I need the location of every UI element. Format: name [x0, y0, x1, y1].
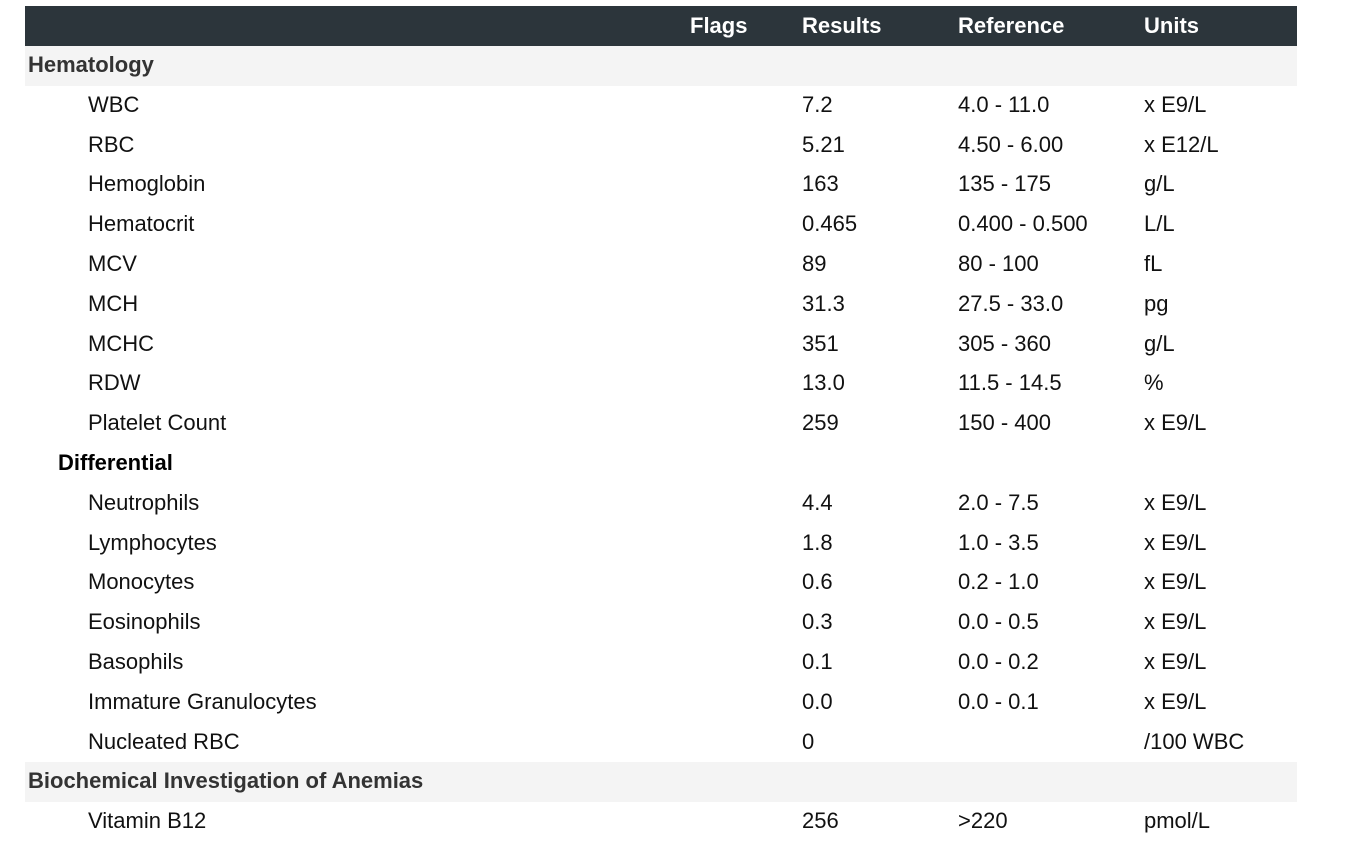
- result-cell: 259: [802, 410, 839, 436]
- table-row: WBC 7.2 4.0 - 11.0 x E9/L: [25, 86, 1297, 126]
- reference-cell: 2.0 - 7.5: [958, 489, 1039, 515]
- result-cell: 0.6: [802, 569, 833, 595]
- differential-rows: Neutrophils 4.4 2.0 - 7.5 x E9/L Lymphocytes…: [25, 484, 1297, 763]
- result-cell: 0.465: [802, 211, 858, 237]
- reference-cell: 135 - 175: [958, 171, 1051, 197]
- test-name: Eosinophils: [88, 609, 201, 635]
- table-row: Immature Granulocytes 0.0 0.0 - 0.1 x E9/L: [25, 683, 1297, 723]
- table-row: Lymphocytes 1.8 1.0 - 3.5 x E9/L: [25, 524, 1297, 564]
- table-row: Platelet Count 259 150 - 400 x E9/L: [25, 404, 1297, 444]
- units-cell: x E9/L: [1144, 609, 1207, 635]
- table-row: RBC 5.21 4.50 - 6.00 x E12/L: [25, 126, 1297, 166]
- hematology-rows: WBC 7.2 4.0 - 11.0 x E9/L RBC 5.21 4.50 - 6.00…: [25, 86, 1297, 444]
- units-cell: L/L: [1144, 211, 1175, 237]
- reference-cell: 4.50 - 6.00: [958, 131, 1064, 157]
- result-cell: 351: [802, 330, 839, 356]
- reference-cell: >220: [958, 808, 1008, 834]
- reference-cell: 4.0 - 11.0: [958, 91, 1050, 117]
- reference-cell: 80 - 100: [958, 250, 1039, 276]
- table-row: RDW 13.0 11.5 - 14.5%: [25, 364, 1297, 404]
- result-cell: 0.3: [802, 609, 833, 635]
- lab-results-table: Flags Results Reference Units Hematology…: [25, 6, 1297, 842]
- units-cell: x E12/L: [1144, 131, 1219, 157]
- result-cell: 0: [802, 728, 815, 754]
- units-cell: x E9/L: [1144, 569, 1207, 595]
- test-name: RDW: [88, 370, 141, 396]
- units-cell: g/L: [1144, 330, 1175, 356]
- units-cell: /100 WBC: [1144, 728, 1245, 754]
- section-anemia: Biochemical Investigation of Anemias: [25, 762, 1297, 803]
- reference-cell: 0.0 - 0.5: [958, 609, 1039, 635]
- result-cell: 256: [802, 808, 839, 834]
- header-results: Results: [802, 13, 882, 38]
- table-row: Basophils 0.1 0.0 - 0.2 x E9/L: [25, 643, 1297, 683]
- result-cell: 0.0: [802, 688, 833, 714]
- reference-cell: 0.0 - 0.2: [958, 648, 1039, 674]
- table-row: Vitamin B12 256 >220 pmol/L: [25, 802, 1297, 842]
- test-name: RBC: [88, 131, 135, 157]
- anemia-rows: Vitamin B12 256 >220 pmol/L: [25, 802, 1297, 842]
- table-row: MCH 31.3 27.5 - 33.0 pg: [25, 285, 1297, 325]
- test-name: Platelet Count: [88, 410, 227, 436]
- reference-cell: 150 - 400: [958, 410, 1051, 436]
- subsection-title: Differential: [58, 449, 173, 475]
- test-name: Hemoglobin: [88, 171, 206, 197]
- units-cell: x E9/L: [1144, 688, 1207, 714]
- reference-cell: 0.0 - 0.1: [958, 688, 1039, 714]
- test-name: Neutrophils: [88, 489, 200, 515]
- units-cell: %: [1144, 370, 1164, 396]
- units-cell: g/L: [1144, 171, 1175, 197]
- table-row: Hematocrit 0.465 0.400 - 0.500 L/L: [25, 205, 1297, 245]
- reference-cell: 1.0 - 3.5: [958, 529, 1039, 555]
- test-name: Vitamin B12: [88, 808, 207, 834]
- test-name: Lymphocytes: [88, 529, 217, 555]
- result-cell: 0.1: [802, 648, 833, 674]
- header-units: Units: [1144, 13, 1199, 38]
- result-cell: 7.2: [802, 91, 833, 117]
- reference-cell: 0.2 - 1.0: [958, 569, 1039, 595]
- reference-cell: 305 - 360: [958, 330, 1051, 356]
- table-row: Hemoglobin 163 135 - 175 g/L: [25, 165, 1297, 205]
- test-name: MCHC: [88, 330, 154, 356]
- table-row: MCHC 351 305 - 360 g/L: [25, 325, 1297, 365]
- test-name: MCV: [88, 250, 137, 276]
- table-row: Monocytes 0.6 0.2 - 1.0 x E9/L: [25, 563, 1297, 603]
- units-cell: x E9/L: [1144, 489, 1207, 515]
- units-cell: x E9/L: [1144, 529, 1207, 555]
- subsection-differential: Differential: [25, 444, 1297, 484]
- result-cell: 1.8: [802, 529, 833, 555]
- test-name: WBC: [88, 91, 140, 117]
- table-row: MCV 89 80 - 100 fL: [25, 245, 1297, 285]
- units-cell: pg: [1144, 290, 1169, 316]
- test-name: Hematocrit: [88, 211, 195, 237]
- units-cell: x E9/L: [1144, 91, 1207, 117]
- result-cell: 4.4: [802, 489, 833, 515]
- result-cell: 89: [802, 250, 827, 276]
- reference-cell: 27.5 - 33.0: [958, 290, 1064, 316]
- table-header: Flags Results Reference Units: [25, 6, 1297, 46]
- table-row: Eosinophils 0.3 0.0 - 0.5 x E9/L: [25, 603, 1297, 643]
- test-name: MCH: [88, 290, 139, 316]
- units-cell: pmol/L: [1144, 808, 1211, 834]
- result-cell: 5.21: [802, 131, 845, 157]
- section-title: Biochemical Investigation of Anemias: [28, 768, 424, 794]
- result-cell: 31.3: [802, 290, 845, 316]
- test-name: Immature Granulocytes: [88, 688, 317, 714]
- test-name: Nucleated RBC: [88, 728, 240, 754]
- test-name: Basophils: [88, 648, 184, 674]
- table-row: Neutrophils 4.4 2.0 - 7.5 x E9/L: [25, 484, 1297, 524]
- units-cell: x E9/L: [1144, 648, 1207, 674]
- result-cell: 13.0: [802, 370, 845, 396]
- units-cell: fL: [1144, 250, 1163, 276]
- header-flags: Flags: [690, 13, 748, 38]
- result-cell: 163: [802, 171, 839, 197]
- units-cell: x E9/L: [1144, 410, 1207, 436]
- reference-cell: 0.400 - 0.500: [958, 211, 1088, 237]
- table-row: Nucleated RBC 0/100 WBC: [25, 723, 1297, 763]
- section-hematology: Hematology: [25, 46, 1297, 86]
- header-reference: Reference: [958, 13, 1065, 38]
- section-title: Hematology: [28, 52, 154, 77]
- test-name: Monocytes: [88, 569, 195, 595]
- reference-cell: 11.5 - 14.5: [958, 370, 1062, 396]
